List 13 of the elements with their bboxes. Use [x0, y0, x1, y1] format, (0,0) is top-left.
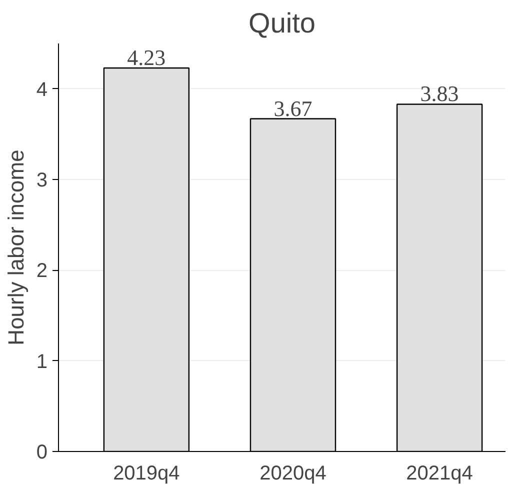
y-tick-label: 3 — [36, 170, 48, 192]
x-tick-label: 2021q4 — [406, 462, 473, 484]
y-tick-label: 0 — [36, 442, 48, 464]
y-tick-label: 4 — [36, 78, 48, 101]
data-label: 4.23 — [127, 44, 166, 70]
y-axis-title: Hourly labor income — [3, 150, 28, 346]
x-tick-label: 2019q4 — [113, 462, 180, 484]
y-tick-label: 2 — [36, 260, 48, 282]
y-tick-label: 1 — [36, 350, 48, 373]
x-tick-label: 2020q4 — [260, 462, 326, 484]
chart-title: Quito — [248, 8, 316, 38]
data-label: 3.83 — [420, 81, 459, 106]
data-label: 3.67 — [274, 96, 312, 121]
